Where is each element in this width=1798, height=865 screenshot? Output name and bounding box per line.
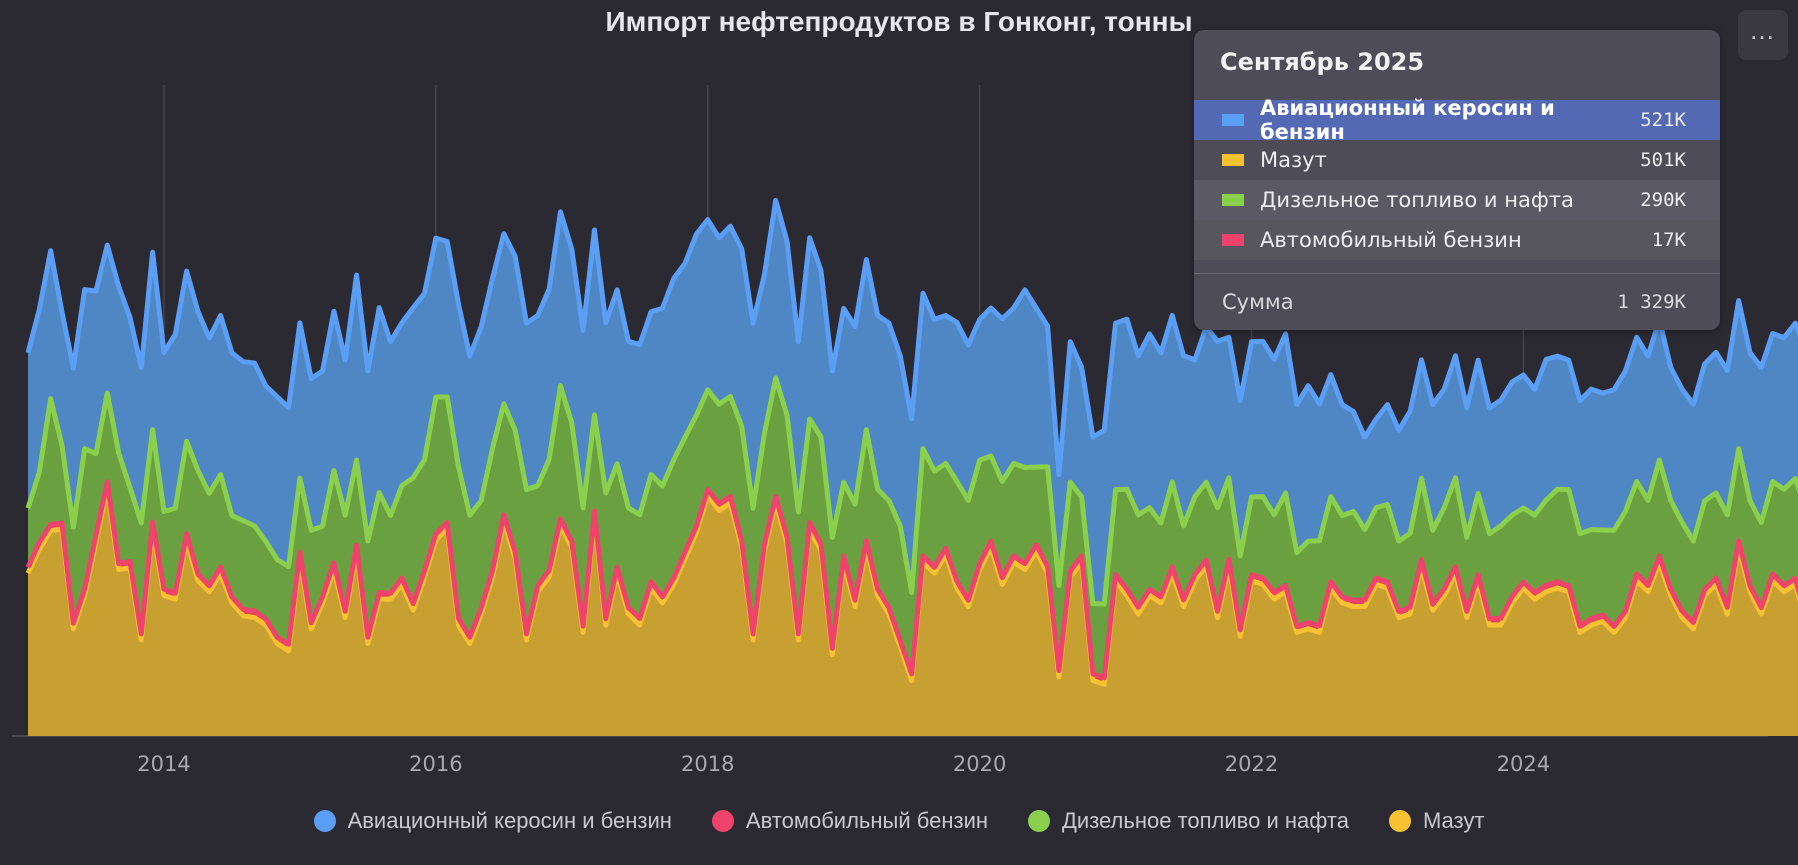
legend-item-aviation[interactable]: Авиационный керосин и бензин bbox=[313, 808, 672, 834]
tooltip-swatch bbox=[1222, 154, 1244, 166]
x-tick-label: 2016 bbox=[409, 752, 462, 776]
chart-menu-button[interactable]: … bbox=[1738, 10, 1788, 60]
legend-item-fuel-oil[interactable]: Мазут bbox=[1388, 808, 1485, 834]
tooltip-swatch bbox=[1222, 194, 1244, 206]
chart-tooltip: Сентябрь 2025 Авиационный керосин и бенз… bbox=[1194, 30, 1720, 330]
tooltip-row-fuel-oil: Мазут 501K bbox=[1194, 140, 1720, 180]
tooltip-row-label: Авиационный керосин и бензин bbox=[1260, 96, 1555, 144]
series-line bbox=[25, 375, 1798, 607]
tooltip-total-label: Сумма bbox=[1222, 290, 1294, 314]
tooltip-row-value: 290K bbox=[1640, 189, 1686, 211]
series-area bbox=[28, 488, 1798, 736]
legend-dot bbox=[1388, 810, 1411, 832]
tooltip-row-diesel: Дизельное топливо и нафта 290K bbox=[1194, 180, 1720, 220]
series-area bbox=[28, 377, 1798, 678]
legend-dot bbox=[313, 810, 336, 832]
x-tick-label: 2014 bbox=[137, 752, 190, 776]
tooltip-row-value: 17K bbox=[1651, 229, 1686, 251]
tooltip-total-value: 1 329K bbox=[1617, 291, 1686, 313]
tooltip-swatch bbox=[1222, 114, 1244, 126]
x-tick-label: 2018 bbox=[681, 752, 734, 776]
legend-dot bbox=[711, 810, 734, 832]
tooltip-row-aviation: Авиационный керосин и бензин 521K bbox=[1194, 96, 1720, 144]
legend-label: Автомобильный бензин bbox=[745, 808, 989, 833]
tooltip-row-value: 501K bbox=[1640, 149, 1686, 171]
chart-title: Импорт нефтепродуктов в Гонконг, тонны bbox=[605, 6, 1193, 37]
legend-item-diesel[interactable]: Дизельное топливо и нафта bbox=[1028, 808, 1349, 834]
tooltip-swatch bbox=[1222, 234, 1244, 246]
tooltip-row-value: 521K bbox=[1640, 109, 1686, 131]
legend-label: Авиационный керосин и бензин bbox=[347, 808, 672, 833]
legend-label: Мазут bbox=[1422, 808, 1485, 833]
legend-label: Дизельное топливо и нафта bbox=[1062, 808, 1349, 833]
tooltip-divider bbox=[1194, 273, 1720, 274]
x-tick-label: 2024 bbox=[1497, 752, 1550, 776]
tooltip-total-row: Сумма 1 329K bbox=[1194, 282, 1720, 322]
tooltip-row-label: Автомобильный бензин bbox=[1260, 228, 1522, 252]
legend-dot bbox=[1028, 810, 1051, 832]
series-line bbox=[25, 197, 1798, 477]
tooltip-header: Сентябрь 2025 bbox=[1220, 48, 1425, 76]
more-horizontal-icon: … bbox=[1749, 15, 1777, 45]
x-tick-label: 2020 bbox=[953, 752, 1006, 776]
tooltip-row-label: Дизельное топливо и нафта bbox=[1260, 188, 1574, 212]
x-tick-label: 2022 bbox=[1225, 752, 1278, 776]
chart-legend: Авиационный керосин и бензин Автомобильн… bbox=[0, 808, 1798, 834]
series-area bbox=[28, 200, 1798, 604]
tooltip-row-label: Мазут bbox=[1260, 148, 1327, 172]
tooltip-row-gasoline: Автомобильный бензин 17K bbox=[1194, 220, 1720, 260]
legend-item-gasoline[interactable]: Автомобильный бензин bbox=[711, 808, 989, 834]
series-line bbox=[25, 479, 1798, 681]
